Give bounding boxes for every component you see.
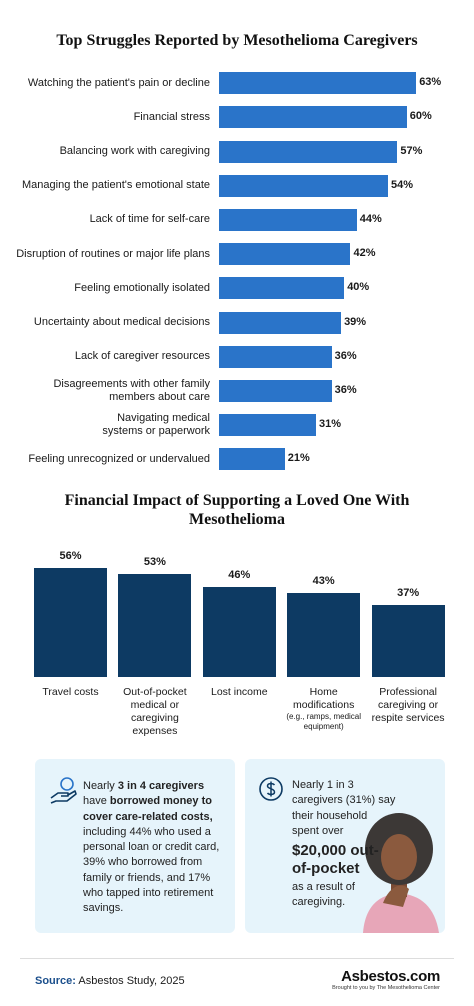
text: Nearly 1 in 3 caregivers (31%) say their… — [292, 779, 396, 837]
x-tick-label-group: Travel costs — [28, 686, 113, 699]
logo-text: Asbestos.com — [341, 968, 440, 985]
bar — [219, 208, 357, 231]
data-label: 31% — [319, 418, 342, 431]
data-label: 46% — [228, 569, 251, 582]
y-tick-label: Uncertainty about medical decisions — [33, 315, 210, 328]
data-label: 57% — [400, 144, 423, 157]
data-label: 63% — [419, 76, 442, 89]
y-tick-label: Navigating medical systems or paperwork — [102, 412, 210, 438]
x-tick-label: Out-of-pocket medical or caregiving expe… — [123, 686, 187, 737]
callout-box — [35, 759, 235, 933]
data-label: 42% — [353, 247, 376, 260]
bar — [219, 448, 285, 471]
x-tick-label-group: Lost income — [197, 686, 282, 699]
divider — [20, 958, 454, 959]
bar — [219, 140, 398, 163]
bar — [219, 379, 332, 402]
data-label: 40% — [347, 281, 370, 294]
bar — [219, 414, 317, 437]
data-label: 53% — [143, 555, 166, 568]
bar — [219, 106, 407, 129]
bar — [219, 311, 342, 334]
y-tick-label: Disruption of routines or major life pla… — [16, 247, 210, 260]
data-label: 37% — [397, 586, 420, 599]
y-tick-label: Lack of caregiver resources — [74, 350, 210, 363]
text: Nearly — [83, 780, 118, 792]
data-label: 39% — [344, 315, 367, 328]
data-label: 44% — [359, 212, 382, 225]
bar — [202, 587, 276, 677]
y-tick-label: Watching the patient's pain or decline — [27, 76, 210, 89]
source: Source: Asbestos Study, 2025 — [35, 975, 185, 987]
bar — [219, 243, 351, 266]
data-label: 54% — [391, 178, 414, 191]
data-label: 43% — [312, 575, 335, 588]
source-text: Asbestos Study, 2025 — [78, 975, 185, 987]
callout-text: Nearly 3 in 4 caregivers have borrowed m… — [83, 779, 228, 917]
tagline: Brought to you by The Mesothelioma Cente… — [332, 985, 440, 991]
bar — [34, 567, 107, 677]
text: as a result of caregiving. — [292, 881, 355, 909]
callout-text: Nearly 1 in 3 caregivers (31%) say their… — [292, 778, 396, 911]
x-tick-label: Professional caregiving or respite servi… — [371, 686, 445, 724]
x-tick-label: Home modifications — [293, 686, 355, 711]
x-tick-label: Travel costs — [42, 686, 99, 698]
y-tick-label: Financial stress — [133, 110, 210, 123]
logo: Asbestos.com Brought to you by The Mesot… — [300, 968, 440, 991]
bar — [371, 604, 445, 677]
x-tick-label-group: Professional caregiving or respite servi… — [366, 686, 451, 725]
x-tick-label-group: Home modifications (e.g., ramps, medical … — [281, 686, 366, 732]
hand-coin-icon — [50, 777, 77, 804]
dollar-icon — [259, 777, 283, 801]
text: have — [83, 795, 110, 808]
text: including 44% who used a personal loan o… — [83, 825, 220, 915]
data-label: 21% — [287, 452, 310, 465]
data-label: 60% — [409, 110, 432, 123]
x-tick-label: Lost income — [210, 686, 268, 698]
bar — [287, 593, 361, 677]
bar — [219, 345, 332, 368]
data-label: 36% — [334, 383, 357, 396]
data-label: 56% — [59, 549, 82, 562]
y-tick-label: Lack of time for self-care — [89, 213, 210, 226]
text: borrowed money to cover care-related cos… — [83, 795, 213, 823]
callout-box — [245, 759, 445, 933]
photo — [363, 813, 439, 933]
bar — [219, 174, 389, 197]
chart-title: Financial Impact of Supporting a Loved O… — [64, 492, 410, 528]
bar — [219, 72, 417, 95]
bar — [219, 277, 345, 300]
chart-title: Top Struggles Reported by Mesothelioma C… — [56, 32, 418, 49]
source-label: Source: — [35, 975, 76, 987]
y-tick-label: Balancing work with caregiving — [59, 144, 210, 157]
y-tick-label: Feeling unrecognized or undervalued — [28, 452, 210, 465]
y-tick-label: Feeling emotionally isolated — [74, 281, 210, 294]
bar — [118, 573, 192, 677]
y-tick-label: Managing the patient's emotional state — [22, 179, 210, 192]
data-label: 36% — [334, 349, 357, 362]
text: 3 in 4 caregivers — [117, 780, 205, 792]
y-tick-label: Disagreements with other family members … — [53, 377, 210, 403]
text: $20,000 out-of-pocket — [292, 842, 379, 878]
x-tick-label-group: Out-of-pocket medical or caregiving expe… — [112, 686, 197, 738]
x-tick-note: (e.g., ramps, medical equipment) — [286, 712, 362, 731]
